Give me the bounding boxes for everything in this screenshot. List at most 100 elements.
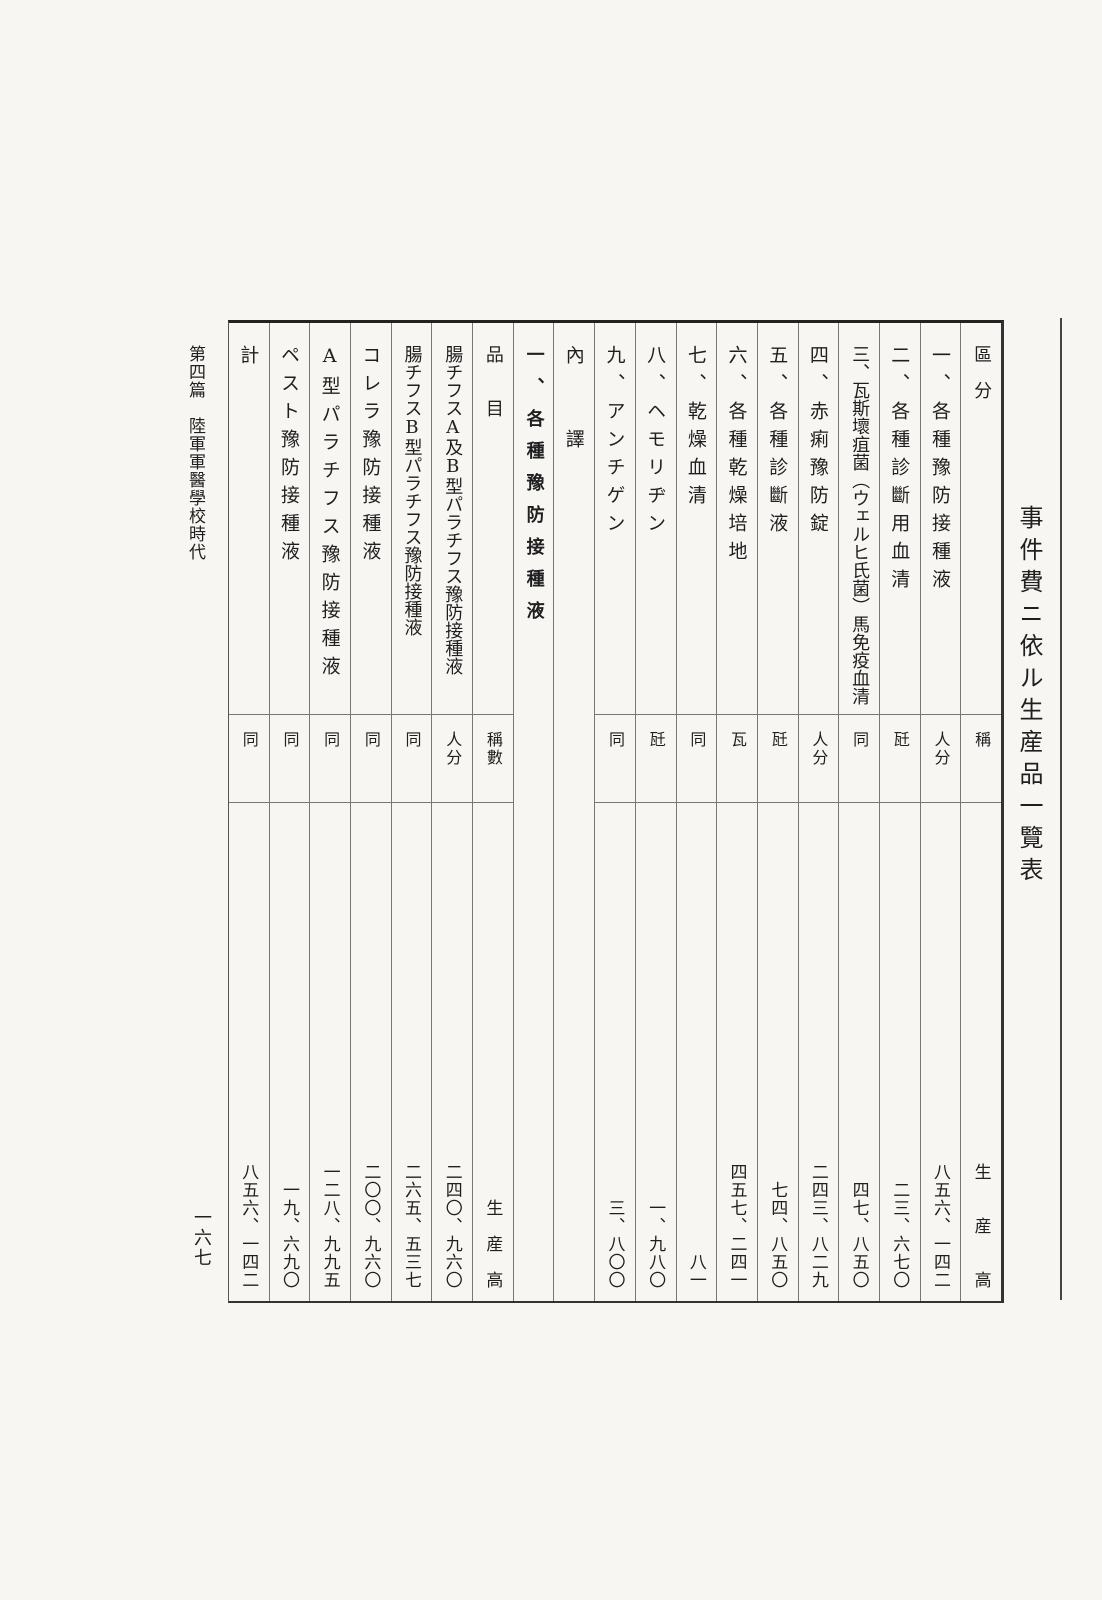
subtable-row: A型パラチフス豫防接種液同一二八、九九五 bbox=[309, 323, 350, 1301]
table-row: 七、乾燥血清同八一 bbox=[675, 323, 717, 1301]
output-value: 七四、八五〇 bbox=[767, 1181, 788, 1289]
output-value-cell: 一二八、九九五 bbox=[310, 803, 350, 1301]
item-name: 六、各種乾燥培地 bbox=[725, 345, 748, 569]
section-title: 一、各種豫防接種液 bbox=[512, 323, 554, 1301]
output-value: 一二八、九九五 bbox=[319, 1163, 340, 1289]
breakdown-label: 內 譯 bbox=[553, 323, 594, 1301]
output-value: 八一 bbox=[685, 1253, 706, 1289]
table-outer-border bbox=[1060, 318, 1062, 1300]
item-name-cell: 計 bbox=[228, 323, 269, 715]
unit-cell: 同 bbox=[351, 715, 391, 803]
unit-cell: 瓩 bbox=[757, 715, 798, 803]
unit-cell: 瓩 bbox=[879, 715, 920, 803]
unit: 同 bbox=[361, 731, 381, 749]
item-name-cell: 腸チフスA及B型パラチフス豫防接種液 bbox=[432, 323, 473, 715]
breakdown-label-text: 內 譯 bbox=[562, 345, 585, 457]
output-value: 二四三、八二九 bbox=[807, 1163, 828, 1289]
output-value: 二〇〇、九六〇 bbox=[360, 1163, 381, 1289]
unit: 人分 bbox=[809, 731, 829, 767]
unit-cell: 同 bbox=[391, 715, 432, 803]
output-value-cell: 七四、八五〇 bbox=[758, 803, 798, 1301]
unit-cell: 稱 bbox=[961, 715, 1001, 803]
breakdown-label-text-cell: 內 譯 bbox=[554, 323, 594, 1301]
output-value: 八五六、一四二 bbox=[238, 1163, 259, 1289]
unit-cell: 同 bbox=[310, 715, 350, 803]
item-name: 一、各種豫防接種液 bbox=[928, 345, 951, 597]
production-table: 區 分稱生 産 高 一、各種豫防接種液人分八五六、一四二 二、各種診斷用血清瓩二三、… bbox=[228, 320, 1004, 1303]
table-row: 五、各種診斷液瓩七四、八五〇 bbox=[756, 323, 798, 1301]
output-value: 一九、六九〇 bbox=[278, 1181, 299, 1289]
item-name: コレラ豫防接種液 bbox=[359, 345, 382, 569]
table-row: 二、各種診斷用血清瓩二三、六七〇 bbox=[878, 323, 920, 1301]
item-name-cell: コレラ豫防接種液 bbox=[351, 323, 391, 715]
output-value: 二六五、五三七 bbox=[401, 1163, 422, 1289]
table-row: 三、瓦斯壞疽菌（ウェルヒ氏菌）馬免疫血清同四七、八五〇 bbox=[838, 323, 879, 1301]
item-name: 二、各種診斷用血清 bbox=[888, 345, 911, 597]
output-value: 生 産 高 bbox=[970, 1163, 991, 1289]
output-value-cell: 二四三、八二九 bbox=[799, 803, 839, 1301]
output-value-cell: 生 産 高 bbox=[473, 803, 513, 1301]
unit: 同 bbox=[687, 731, 707, 749]
table-title: 事件費ニ依ル生産品一覽表 bbox=[1015, 505, 1043, 889]
section-title-text-cell: 一、各種豫防接種液 bbox=[514, 323, 554, 1301]
subtable-row: ペスト豫防接種液同一九、六九〇 bbox=[268, 323, 310, 1301]
output-value-cell: 二六五、五三七 bbox=[392, 803, 432, 1301]
item-name: 五、各種診斷液 bbox=[766, 345, 789, 541]
output-value: 四五七、二四一 bbox=[726, 1163, 747, 1289]
item-name: 八、ヘモリヂン bbox=[644, 345, 667, 541]
subtable-row: 腸チフスB型パラチフス豫防接種液同二六五、五三七 bbox=[390, 323, 432, 1301]
output-value-cell: 四七、八五〇 bbox=[839, 803, 879, 1301]
table-row: 四、赤痢豫防錠人分二四三、八二九 bbox=[797, 323, 839, 1301]
output-value-cell: 八五六、一四二 bbox=[229, 803, 269, 1301]
item-name-cell: 四、赤痢豫防錠 bbox=[798, 323, 839, 715]
output-value: 一、九八〇 bbox=[645, 1199, 666, 1289]
unit-cell: 人分 bbox=[432, 715, 473, 803]
unit-cell: 瓩 bbox=[635, 715, 676, 803]
unit: 瓩 bbox=[768, 731, 788, 749]
running-head: 第四篇 陸軍軍醫學校時代 bbox=[185, 345, 205, 561]
unit-cell: 稱數 bbox=[473, 715, 513, 803]
item-name-cell: 七、乾燥血清 bbox=[676, 323, 717, 715]
output-value: 二四〇、九六〇 bbox=[441, 1163, 462, 1289]
unit-cell: 同 bbox=[269, 715, 310, 803]
unit: 同 bbox=[850, 731, 870, 749]
unit: 同 bbox=[605, 731, 625, 749]
item-name: 三、瓦斯壞疽菌（ウェルヒ氏菌）馬免疫血清 bbox=[849, 345, 871, 705]
output-value-cell: 二四〇、九六〇 bbox=[432, 803, 472, 1301]
item-name: 九、アンチゲン bbox=[603, 345, 626, 541]
output-value-cell: 八一 bbox=[677, 803, 717, 1301]
unit: 瓩 bbox=[646, 731, 666, 749]
subtable-row: コレラ豫防接種液同二〇〇、九六〇 bbox=[350, 323, 391, 1301]
unit: 人分 bbox=[931, 731, 951, 767]
unit: 同 bbox=[321, 731, 341, 749]
unit: 同 bbox=[280, 731, 300, 749]
output-value: 三、八〇〇 bbox=[604, 1199, 625, 1289]
item-name-cell: 品 目 bbox=[473, 323, 513, 715]
unit-cell: 同 bbox=[839, 715, 879, 803]
item-name: 區 分 bbox=[971, 345, 993, 399]
item-name: 計 bbox=[237, 345, 260, 373]
table-row: 八、ヘモリヂン瓩一、九八〇 bbox=[634, 323, 676, 1301]
item-name: 四、赤痢豫防錠 bbox=[806, 345, 829, 541]
item-name-cell: ペスト豫防接種液 bbox=[269, 323, 310, 715]
item-name: ペスト豫防接種液 bbox=[277, 345, 300, 569]
unit-cell: 同 bbox=[676, 715, 717, 803]
item-name: 七、乾燥血清 bbox=[684, 345, 707, 513]
section-title-text: 一、各種豫防接種液 bbox=[523, 345, 545, 633]
item-name-cell: 區 分 bbox=[961, 323, 1001, 715]
item-name-cell: 二、各種診斷用血清 bbox=[879, 323, 920, 715]
output-value-cell: 四五七、二四一 bbox=[717, 803, 757, 1301]
output-value-cell: 二三、六七〇 bbox=[880, 803, 920, 1301]
unit-cell: 同 bbox=[228, 715, 269, 803]
table-row: 九、アンチゲン同三、八〇〇 bbox=[594, 323, 635, 1301]
page-number: 一六七 bbox=[191, 1208, 212, 1268]
unit-cell: 瓦 bbox=[717, 715, 757, 803]
item-name-cell: A型パラチフス豫防接種液 bbox=[310, 323, 350, 715]
output-value: 二三、六七〇 bbox=[889, 1181, 910, 1289]
output-value: 生 産 高 bbox=[482, 1199, 503, 1289]
unit: 人分 bbox=[443, 731, 463, 767]
item-name: 腸チフスB型パラチフス豫防接種液 bbox=[401, 345, 423, 636]
table-row: 一、各種豫防接種液 人分 八五六、一四二 bbox=[919, 323, 961, 1301]
item-name-cell: 六、各種乾燥培地 bbox=[717, 323, 757, 715]
item-name-cell: 一、各種豫防接種液 bbox=[920, 323, 961, 715]
